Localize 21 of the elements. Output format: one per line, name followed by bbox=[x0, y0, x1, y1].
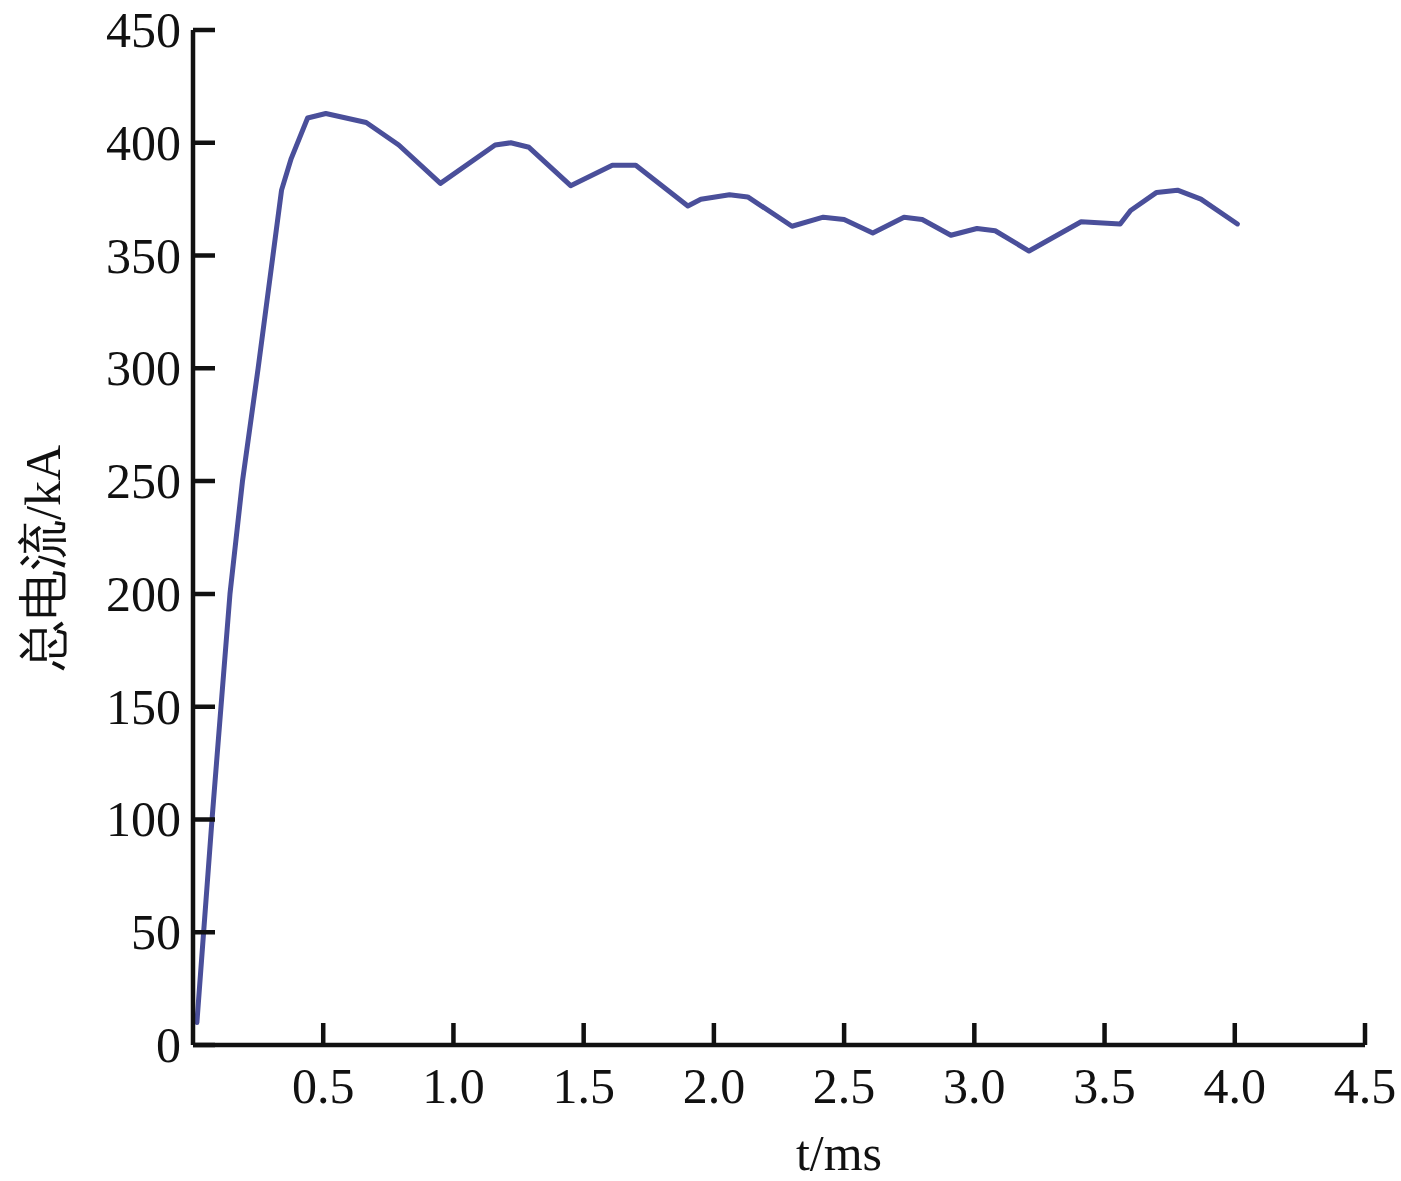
x-tick-label: 3.0 bbox=[943, 1058, 1006, 1114]
y-axis-title: 总电流/kA bbox=[15, 445, 71, 671]
x-tick-label: 2.0 bbox=[682, 1058, 746, 1114]
y-tick-label: 50 bbox=[131, 904, 181, 961]
x-axis-title: t/ms bbox=[795, 1125, 883, 1181]
y-tick-label: 250 bbox=[106, 453, 181, 510]
x-tick-label: 1.5 bbox=[552, 1058, 615, 1114]
y-tick-label: 0 bbox=[156, 1017, 181, 1073]
x-tick-label: 1.0 bbox=[422, 1058, 485, 1114]
y-tick-label: 200 bbox=[106, 565, 181, 622]
x-tick-label: 4.0 bbox=[1203, 1058, 1267, 1114]
y-tick-label: 350 bbox=[106, 227, 181, 284]
y-tick-label: 450 bbox=[106, 2, 181, 58]
y-tick-label: 400 bbox=[106, 114, 181, 171]
y-tick-label: 150 bbox=[106, 678, 181, 735]
y-tick-label: 100 bbox=[106, 791, 181, 848]
x-tick-label: 3.5 bbox=[1073, 1058, 1136, 1114]
x-tick-label: 4.5 bbox=[1333, 1058, 1397, 1114]
y-tick-label: 300 bbox=[106, 340, 181, 397]
x-tick-label: 0.5 bbox=[291, 1058, 355, 1114]
x-tick-label: 2.5 bbox=[812, 1058, 876, 1114]
